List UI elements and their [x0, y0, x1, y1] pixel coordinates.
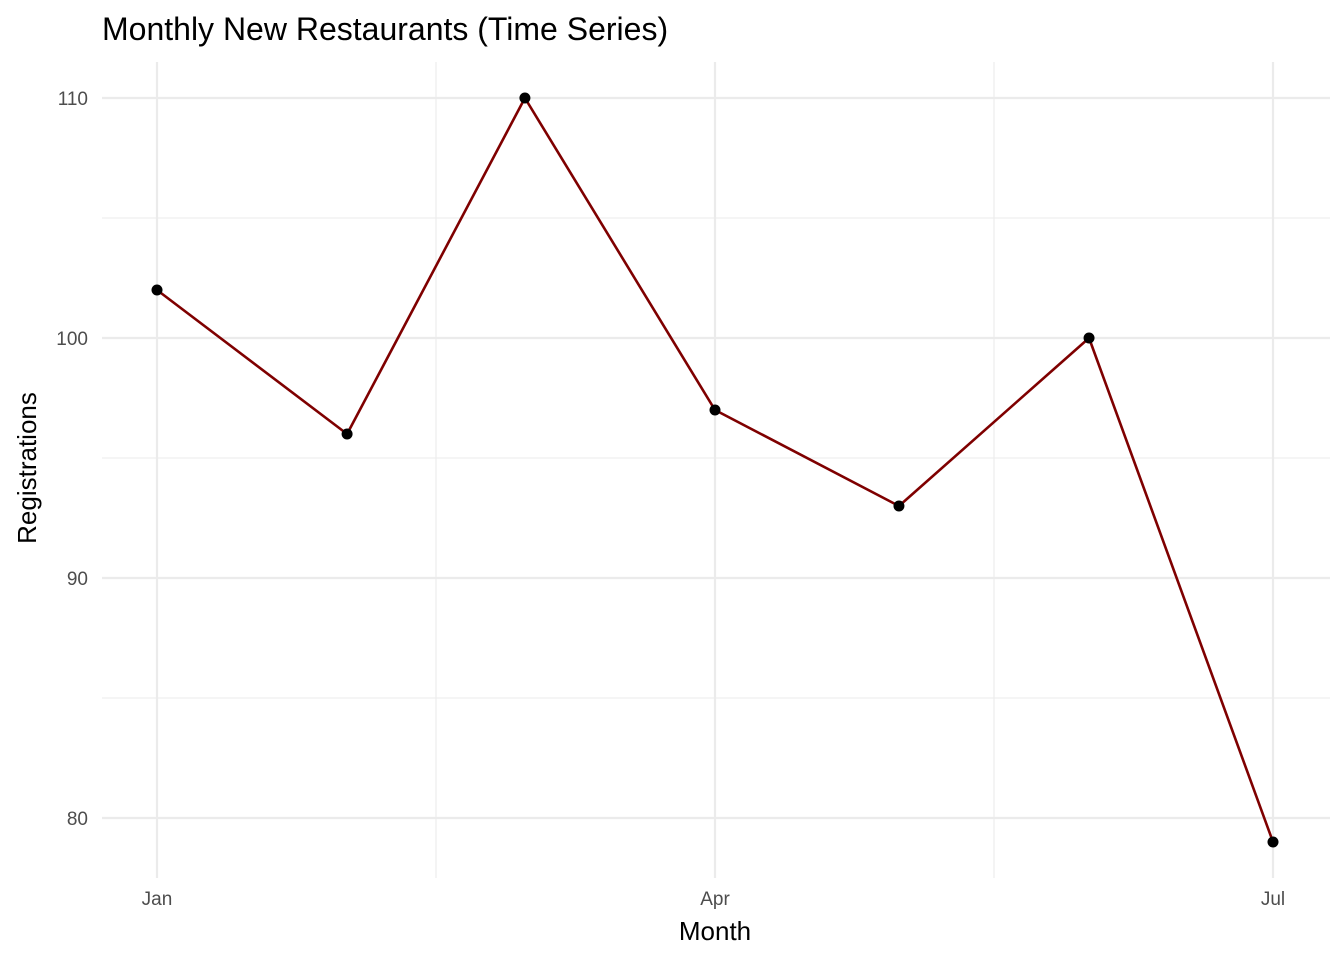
data-point [1267, 836, 1279, 848]
x-tick-label: Jul [1261, 889, 1285, 910]
chart-title: Monthly New Restaurants (Time Series) [102, 11, 668, 47]
y-tick-label: 90 [67, 569, 88, 590]
data-point [893, 500, 905, 512]
x-tick-label: Apr [700, 889, 730, 910]
x-tick-label: Jan [142, 889, 173, 910]
y-tick-label: 110 [58, 89, 88, 110]
data-point [1083, 332, 1095, 344]
y-axis-title: Registrations [12, 392, 42, 544]
grid-lines [102, 62, 1330, 878]
data-point [519, 92, 531, 104]
x-axis-title: Month [679, 916, 751, 946]
y-tick-label: 80 [67, 809, 88, 830]
series-layer [151, 92, 1279, 848]
data-point [151, 284, 163, 296]
tick-labels: 80 90 100 110 Jan Apr Jul [56, 89, 1285, 910]
y-tick-label: 100 [56, 329, 88, 350]
data-point [709, 404, 721, 416]
data-point [341, 428, 353, 440]
